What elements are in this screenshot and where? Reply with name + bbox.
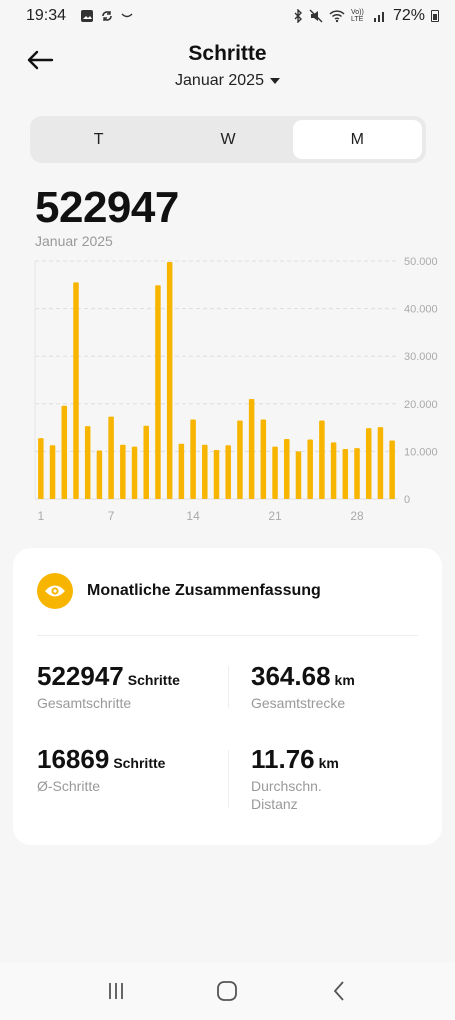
stat-label: Gesamtschritte — [37, 695, 132, 711]
eye-icon — [37, 573, 73, 609]
bar — [49, 445, 56, 499]
stat-average-distance: 11.76 km Durchschn. Distanz — [251, 744, 341, 813]
bar — [108, 416, 114, 499]
bar — [260, 419, 267, 499]
stat-unit: Schritte — [113, 755, 166, 771]
status-time: 19:34 — [26, 7, 67, 24]
signal-icon — [373, 12, 384, 22]
bar — [202, 444, 208, 499]
tab-day[interactable]: T — [93, 130, 104, 148]
status-bar: 19:34 Vo)) LTE 72% — [0, 0, 455, 32]
bar — [272, 446, 278, 499]
home-button[interactable] — [207, 971, 247, 1011]
bar — [190, 419, 196, 499]
bar — [389, 440, 395, 499]
stat-label: Ø-Schritte — [37, 778, 101, 794]
back-button[interactable] — [26, 48, 56, 72]
bar — [73, 282, 79, 499]
stat-label: Durchschn. Distanz — [251, 778, 322, 812]
bar — [38, 438, 44, 499]
y-tick-label: 20.000 — [404, 399, 438, 411]
bar — [61, 405, 68, 499]
total-steps-period: Januar 2025 — [35, 233, 113, 249]
card-title: Monatliche Zusammenfassung — [87, 582, 321, 599]
recent-apps-button[interactable] — [96, 971, 136, 1011]
bar — [295, 451, 302, 499]
wifi-icon — [329, 10, 345, 23]
column-divider — [228, 666, 229, 708]
header: Schritte Januar 2025 — [0, 36, 455, 96]
page-title: Schritte — [188, 42, 267, 65]
bar — [178, 443, 185, 499]
stat-unit: km — [334, 672, 355, 688]
y-tick-label: 40.000 — [404, 304, 438, 316]
x-tick-label: 1 — [38, 509, 45, 523]
stat-value: 364.68 — [251, 661, 331, 691]
bar — [319, 420, 325, 499]
bar — [307, 439, 313, 499]
system-nav-bar — [0, 962, 455, 1020]
system-back-button[interactable] — [319, 971, 359, 1011]
y-tick-label: 50.000 — [404, 256, 438, 268]
x-tick-label: 21 — [268, 509, 282, 523]
x-tick-label: 7 — [108, 509, 115, 523]
period-label: Januar 2025 — [175, 72, 264, 89]
stat-value: 11.76 — [251, 744, 315, 774]
bar — [84, 426, 91, 499]
network-type-label: Vo)) LTE — [350, 9, 364, 23]
period-selector[interactable]: Januar 2025 — [0, 72, 455, 90]
bar — [237, 420, 243, 499]
stat-value: 16869 — [37, 744, 110, 774]
bar — [248, 399, 255, 499]
x-tick-label: 28 — [350, 509, 364, 523]
stat-unit: km — [318, 755, 339, 771]
bar — [166, 261, 173, 499]
bar — [330, 442, 337, 499]
y-tick-label: 10.000 — [404, 446, 438, 458]
stat-label: Gesamtstrecke — [251, 695, 346, 711]
bar — [342, 449, 349, 499]
tab-month[interactable]: M — [292, 120, 422, 159]
card-header: Monatliche Zusammenfassung — [37, 573, 321, 609]
card-divider — [37, 635, 418, 636]
bar — [155, 285, 161, 499]
stat-value: 522947 — [37, 661, 124, 691]
steps-bar-chart: 50.000 40.000 30.000 20.000 10.000 0 1 7 14 21 28 — [34, 256, 438, 523]
monthly-summary-card: Monatliche Zusammenfassung 522947 Schritt… — [13, 548, 442, 845]
column-divider — [228, 750, 229, 808]
bar — [377, 427, 384, 499]
y-tick-label: 30.000 — [404, 351, 438, 363]
sync-icon — [102, 11, 112, 21]
bar — [225, 445, 231, 499]
gallery-icon — [81, 10, 94, 22]
bar — [131, 446, 138, 499]
range-tabs: T W M — [30, 116, 426, 163]
bar — [120, 444, 126, 499]
stat-total-distance: 364.68 km Gesamtstrecke — [251, 661, 371, 712]
bar — [365, 428, 372, 499]
smile-icon — [121, 13, 133, 18]
recent-apps-icon — [108, 983, 123, 999]
stat-average-steps: 16869 Schritte Ø-Schritte — [37, 744, 165, 795]
tab-week[interactable]: W — [220, 130, 236, 148]
caret-down-icon — [269, 77, 280, 84]
bar — [96, 450, 103, 499]
bluetooth-icon — [294, 9, 302, 23]
stat-total-steps: 522947 Schritte Gesamtschritte — [37, 661, 180, 712]
total-steps-value: 522947 — [35, 183, 179, 232]
battery-icon — [431, 10, 439, 22]
x-tick-label: 14 — [186, 509, 200, 523]
stat-unit: Schritte — [127, 672, 180, 688]
mute-icon — [309, 9, 323, 23]
bar — [143, 425, 149, 499]
bar — [284, 439, 290, 499]
bar — [354, 448, 360, 499]
chevron-left-icon — [333, 981, 344, 1001]
y-tick-label: 0 — [404, 494, 410, 506]
bar — [213, 449, 220, 499]
battery-percent: 72% — [392, 7, 425, 24]
back-arrow-icon — [27, 50, 54, 70]
home-icon — [217, 981, 238, 1001]
